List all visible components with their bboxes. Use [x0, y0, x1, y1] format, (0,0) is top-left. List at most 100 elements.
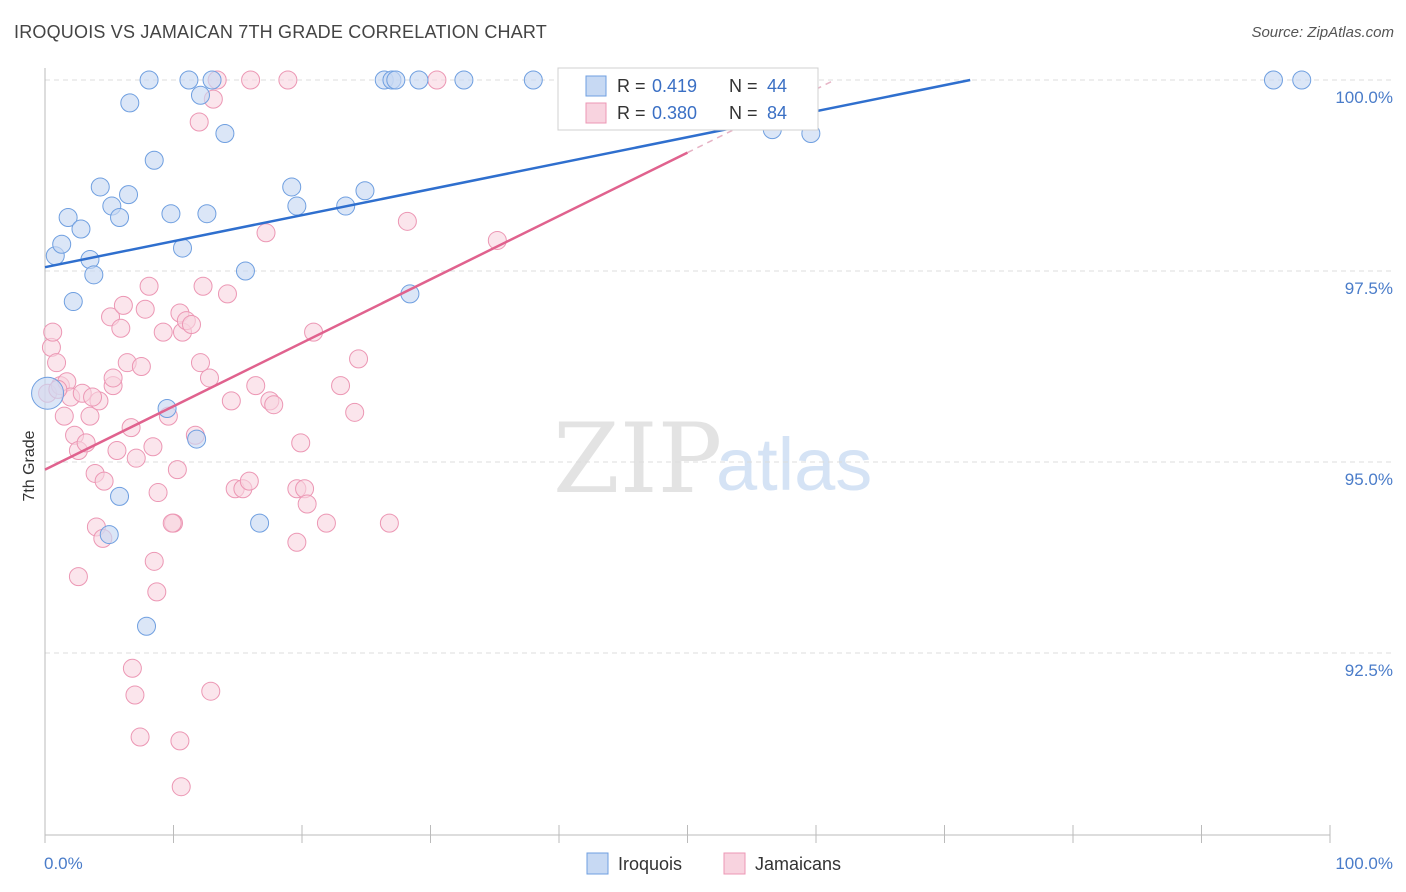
jamaicans-point — [287, 532, 307, 552]
jamaicans-point — [397, 211, 417, 231]
iroquois-point — [523, 70, 543, 90]
legend-swatch-jamaicans — [585, 102, 607, 124]
jamaicans-point — [167, 460, 187, 480]
source-label: Source: ZipAtlas.com — [1251, 24, 1394, 41]
jamaicans-point — [170, 731, 190, 751]
legend-n-value-2: 84 — [767, 103, 787, 123]
jamaicans-point — [190, 353, 210, 373]
bottom-legend-label-jamaicans: Jamaicans — [755, 854, 841, 874]
iroquois-point — [1263, 70, 1283, 90]
iroquois-point — [137, 616, 157, 636]
jamaicans-point — [181, 314, 201, 334]
iroquois-point — [58, 208, 78, 228]
jamaicans-point — [143, 437, 163, 457]
jamaicans-point — [239, 471, 259, 491]
y-tick-labels: 92.5% 95.0% 97.5% 100.0% — [1335, 88, 1393, 680]
x-tick-label: 0.0% — [44, 854, 83, 873]
iroquois-point — [250, 513, 270, 533]
legend-n-label-1: N = — [729, 76, 758, 96]
jamaicans-point — [113, 295, 133, 315]
iroquois-point — [119, 185, 139, 205]
jamaicans-point — [83, 387, 103, 407]
iroquois-point — [287, 196, 307, 216]
jamaicans-point — [241, 70, 261, 90]
legend-swatch-iroquois — [585, 75, 607, 97]
grid-lines — [45, 79, 1395, 654]
jamaicans-point — [256, 223, 276, 243]
iroquois-point — [99, 525, 119, 545]
jamaicans-point — [171, 777, 191, 797]
bottom-legend-swatch-jamaicans — [723, 852, 746, 875]
series-legend: Iroquois Jamaicans — [586, 852, 841, 875]
jamaicans-point — [278, 70, 298, 90]
jamaicans-point — [107, 441, 127, 461]
jamaicans-point — [162, 513, 182, 533]
jamaicans-point — [144, 551, 164, 571]
stats-legend: R = 0.419 N = 44 R = 0.380 N = 84 — [557, 67, 819, 131]
jamaicans-point — [379, 513, 399, 533]
iroquois-point — [454, 70, 474, 90]
iroquois-trend-line — [44, 78, 971, 269]
iroquois-point — [197, 204, 217, 224]
chart-title: IROQUOIS VS JAMAICAN 7TH GRADE CORRELATI… — [14, 22, 548, 42]
jamaicans-point — [130, 727, 150, 747]
jamaicans-point — [103, 368, 123, 388]
iroquois-point — [1292, 70, 1312, 90]
iroquois-point — [179, 70, 199, 90]
y-tick-label: 95.0% — [1345, 470, 1393, 489]
legend-r-label-1: R = — [617, 76, 646, 96]
trend-lines — [44, 78, 971, 471]
jamaicans-point — [111, 318, 131, 338]
iroquois-point — [282, 177, 302, 197]
jamaicans-point — [68, 567, 88, 587]
jamaicans-point — [153, 322, 173, 342]
jamaicans-point — [139, 276, 159, 296]
iroquois-point — [409, 70, 429, 90]
jamaicans-point — [246, 376, 266, 396]
legend-r-label-2: R = — [617, 103, 646, 123]
jamaicans-point — [427, 70, 447, 90]
jamaicans-point — [201, 681, 221, 701]
iroquois-point — [63, 292, 83, 312]
iroquois-point — [202, 70, 222, 90]
jamaicans-point — [189, 112, 209, 132]
x-tick-labels: 0.0% 100.0% — [44, 854, 1393, 873]
y-tick-label: 100.0% — [1335, 88, 1393, 107]
iroquois-point — [139, 70, 159, 90]
iroquois-point — [52, 234, 72, 254]
jamaicans-point — [43, 322, 63, 342]
jamaicans-point — [94, 471, 114, 491]
y-tick-label: 97.5% — [1345, 279, 1393, 298]
iroquois-point — [31, 376, 65, 410]
jamaicans-point — [147, 582, 167, 602]
iroquois-point — [120, 93, 140, 113]
bottom-legend-swatch-iroquois — [586, 852, 609, 875]
jamaicans-point — [264, 395, 284, 415]
iroquois-point — [84, 265, 104, 285]
iroquois-point — [144, 150, 164, 170]
iroquois-points — [31, 70, 1312, 636]
jamaicans-point — [122, 658, 142, 678]
iroquois-point — [71, 219, 91, 239]
jamaicans-point — [297, 494, 317, 514]
jamaicans-point — [221, 391, 241, 411]
iroquois-point — [110, 208, 130, 228]
jamaicans-point — [80, 406, 100, 426]
iroquois-point — [190, 85, 210, 105]
legend-n-value-1: 44 — [767, 76, 787, 96]
jamaicans-point — [291, 433, 311, 453]
iroquois-point — [90, 177, 110, 197]
watermark-atlas: atlas — [716, 423, 872, 506]
iroquois-point — [386, 70, 406, 90]
jamaicans-point — [135, 299, 155, 319]
jamaicans-trend-line — [44, 151, 689, 471]
iroquois-point — [355, 181, 375, 201]
iroquois-point — [235, 261, 255, 281]
jamaicans-point — [125, 685, 145, 705]
jamaicans-point — [54, 406, 74, 426]
jamaicans-point — [349, 349, 369, 369]
jamaicans-point — [193, 276, 213, 296]
axes — [44, 68, 1331, 843]
jamaicans-point — [345, 402, 365, 422]
